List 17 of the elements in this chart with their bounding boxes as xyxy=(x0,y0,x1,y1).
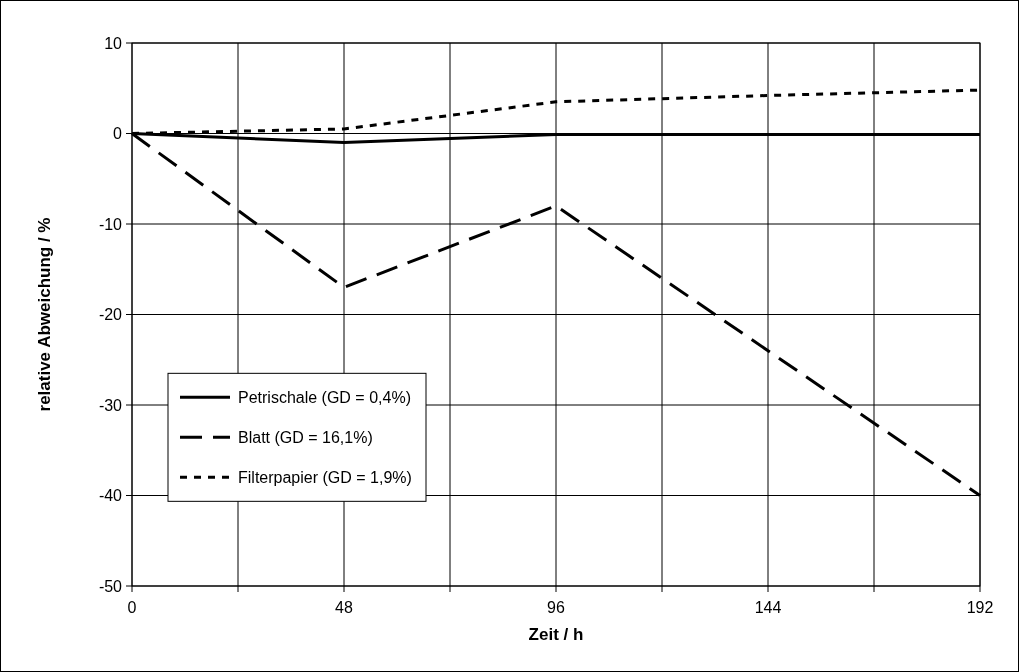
x-tick-label: 192 xyxy=(966,599,994,616)
legend-label: Filterpapier (GD = 1,9%) xyxy=(238,468,412,486)
y-tick-label: -30 xyxy=(98,396,123,414)
x-tick-label: 96 xyxy=(547,599,565,616)
x-axis-title: Zeit / h xyxy=(528,625,584,644)
y-tick-label: -50 xyxy=(98,577,123,595)
y-tick-label: 10 xyxy=(104,34,123,52)
y-tick-label: -20 xyxy=(98,306,123,324)
legend-label: Petrischale (GD = 0,4%) xyxy=(238,388,411,406)
y-tick-label: 0 xyxy=(113,125,123,143)
y-tick-label: -10 xyxy=(98,215,123,233)
x-tick-label: 144 xyxy=(754,599,782,616)
x-tick-label: 0 xyxy=(127,599,137,616)
legend-label: Blatt (GD = 16,1%) xyxy=(238,428,373,446)
y-tick-label: -40 xyxy=(98,487,123,505)
y-axis-title: relative Abweichung / % xyxy=(35,217,54,412)
x-tick-label: 48 xyxy=(335,599,353,616)
